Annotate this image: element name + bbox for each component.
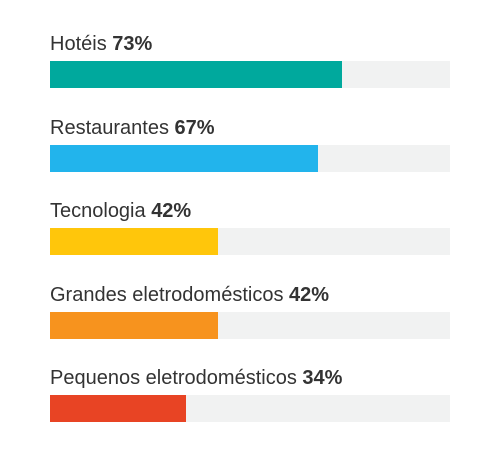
bar-row: Grandes eletrodomésticos 42% bbox=[50, 279, 450, 363]
bar-label: Grandes eletrodomésticos 42% bbox=[50, 279, 329, 311]
bar-label: Hotéis 73% bbox=[50, 28, 152, 60]
bar-track bbox=[50, 228, 450, 255]
bar-row: Restaurantes 67% bbox=[50, 112, 450, 196]
bar-track bbox=[50, 144, 450, 172]
bar bbox=[50, 311, 218, 339]
category-label: Restaurantes bbox=[50, 116, 169, 139]
bar bbox=[50, 395, 186, 422]
bar-label: Restaurantes 67% bbox=[50, 112, 215, 144]
bar-track bbox=[50, 61, 450, 88]
bar-chart: Hotéis 73% Restaurantes 67% Tecnologia 4… bbox=[50, 28, 450, 446]
value-label: 42% bbox=[151, 200, 192, 222]
value-label: 34% bbox=[302, 367, 343, 389]
bar-label: Tecnologia 42% bbox=[50, 195, 191, 227]
bar-row: Hotéis 73% bbox=[50, 28, 450, 112]
value-label: 73% bbox=[112, 33, 153, 55]
category-label: Grandes eletrodomésticos bbox=[50, 283, 284, 306]
category-label: Hotéis bbox=[50, 33, 107, 55]
bar bbox=[50, 228, 218, 255]
value-label: 67% bbox=[174, 116, 215, 139]
value-label: 42% bbox=[289, 283, 330, 306]
bar-label: Pequenos eletrodomésticos 34% bbox=[50, 362, 342, 394]
bar bbox=[50, 144, 318, 172]
bar-row: Tecnologia 42% bbox=[50, 195, 450, 279]
category-label: Pequenos eletrodomésticos bbox=[50, 367, 297, 389]
category-label: Tecnologia bbox=[50, 200, 146, 222]
bar bbox=[50, 61, 342, 88]
bar-row: Pequenos eletrodomésticos 34% bbox=[50, 362, 450, 446]
bar-track bbox=[50, 395, 450, 422]
bar-track bbox=[50, 311, 450, 339]
